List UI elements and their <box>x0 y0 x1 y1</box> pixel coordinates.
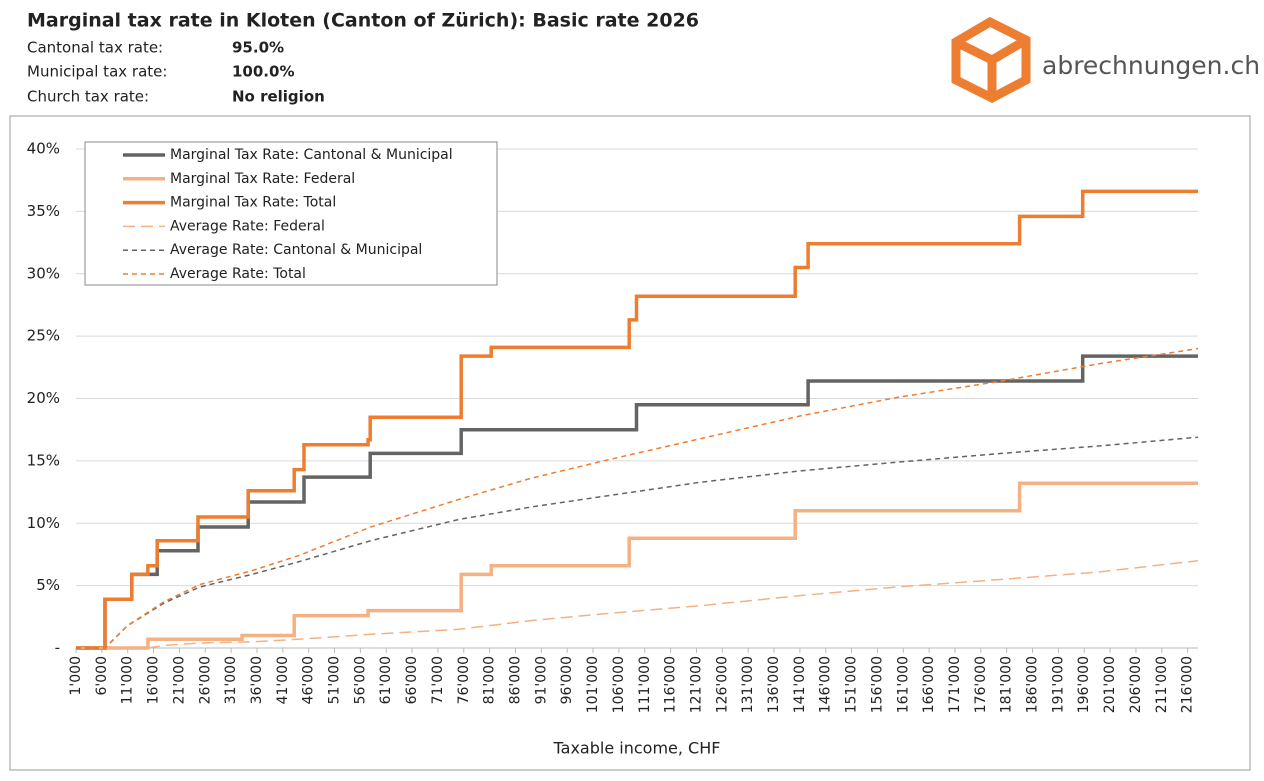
x-tick-label: 11'000 <box>120 656 136 704</box>
legend-label: Average Rate: Federal <box>170 218 325 234</box>
info-label: Municipal tax rate: <box>27 63 167 81</box>
y-tick-label: 10% <box>27 514 60 532</box>
title: Marginal tax rate in Kloten (Canton of Z… <box>27 10 699 32</box>
x-axis-label: Taxable income, CHF <box>553 739 721 758</box>
x-tick-label: 91'000 <box>533 656 549 704</box>
y-tick-label: 35% <box>27 202 60 220</box>
y-tick-label: - <box>55 639 60 657</box>
x-tick-label: 186'000 <box>1025 656 1041 713</box>
x-tick-label: 1'000 <box>68 656 84 695</box>
info-value: 95.0% <box>232 39 284 57</box>
x-tick-label: 111'000 <box>637 656 653 713</box>
x-tick-label: 146'000 <box>818 656 834 713</box>
x-tick-label: 86'000 <box>507 656 523 704</box>
y-tick-label: 20% <box>27 389 60 407</box>
info-value: 100.0% <box>232 63 294 81</box>
legend-label: Marginal Tax Rate: Federal <box>170 171 355 187</box>
series-line <box>76 559 1199 649</box>
x-tick-label: 21'000 <box>171 656 187 704</box>
x-tick-label: 211'000 <box>1154 656 1170 713</box>
x-tick-label: 171'000 <box>947 656 963 713</box>
x-tick-label: 216'000 <box>1180 656 1196 713</box>
x-tick-label: 16'000 <box>146 656 162 704</box>
x-tick-label: 136'000 <box>766 656 782 713</box>
series-line <box>76 436 1199 649</box>
legend-box <box>84 141 498 286</box>
x-tick-label: 161'000 <box>895 656 911 713</box>
x-tick-label: 116'000 <box>663 656 679 713</box>
x-tick-label: 51'000 <box>327 656 343 704</box>
y-tick-label: 5% <box>36 576 60 594</box>
x-tick-label: 121'000 <box>688 656 704 713</box>
legend-label: Average Rate: Cantonal & Municipal <box>170 242 422 258</box>
x-tick-label: 26'000 <box>197 656 213 704</box>
x-tick-label: 126'000 <box>714 656 730 713</box>
x-tick-label: 31'000 <box>223 656 239 704</box>
legend-label: Average Rate: Total <box>170 266 306 282</box>
x-tick-label: 66'000 <box>404 656 420 704</box>
x-tick-label: 106'000 <box>611 656 627 713</box>
x-tick-label: 191'000 <box>1050 656 1066 713</box>
x-tick-label: 141'000 <box>792 656 808 713</box>
y-tick-label: 40% <box>27 140 60 158</box>
legend-label: Marginal Tax Rate: Cantonal & Municipal <box>170 147 453 163</box>
x-tick-label: 96'000 <box>559 656 575 704</box>
x-tick-label: 166'000 <box>921 656 937 713</box>
x-tick-label: 176'000 <box>973 656 989 713</box>
x-tick-label: 151'000 <box>844 656 860 713</box>
logo-icon <box>951 16 1031 104</box>
series-line <box>76 481 1198 650</box>
x-tick-label: 201'000 <box>1102 656 1118 713</box>
series-line <box>76 347 1199 649</box>
series-line <box>76 189 1198 650</box>
x-tick-label: 41'000 <box>275 656 291 704</box>
x-tick-label: 76'000 <box>456 656 472 704</box>
series-line <box>76 354 1198 650</box>
x-tick-label: 6'000 <box>94 656 110 695</box>
x-tick-label: 56'000 <box>352 656 368 704</box>
x-tick-label: 206'000 <box>1128 656 1144 713</box>
legend-label: Marginal Tax Rate: Total <box>170 195 336 211</box>
x-tick-label: 101'000 <box>585 656 601 713</box>
logo-text: abrechnungen.ch <box>1042 51 1260 80</box>
y-tick-label: 25% <box>27 327 60 345</box>
x-tick-label: 131'000 <box>740 656 756 713</box>
info-label: Cantonal tax rate: <box>27 39 163 57</box>
x-tick-label: 36'000 <box>249 656 265 704</box>
x-tick-label: 46'000 <box>301 656 317 704</box>
y-tick-label: 15% <box>27 451 60 469</box>
info-label: Church tax rate: <box>27 88 149 106</box>
y-tick-label: 30% <box>27 264 60 282</box>
x-tick-label: 196'000 <box>1076 656 1092 713</box>
x-tick-label: 71'000 <box>430 656 446 704</box>
x-tick-label: 156'000 <box>869 656 885 713</box>
x-tick-label: 181'000 <box>999 656 1015 713</box>
x-tick-label: 61'000 <box>378 656 394 704</box>
x-tick-label: 81'000 <box>482 656 498 704</box>
info-value: No religion <box>232 88 325 106</box>
chart-frame <box>9 115 1251 771</box>
